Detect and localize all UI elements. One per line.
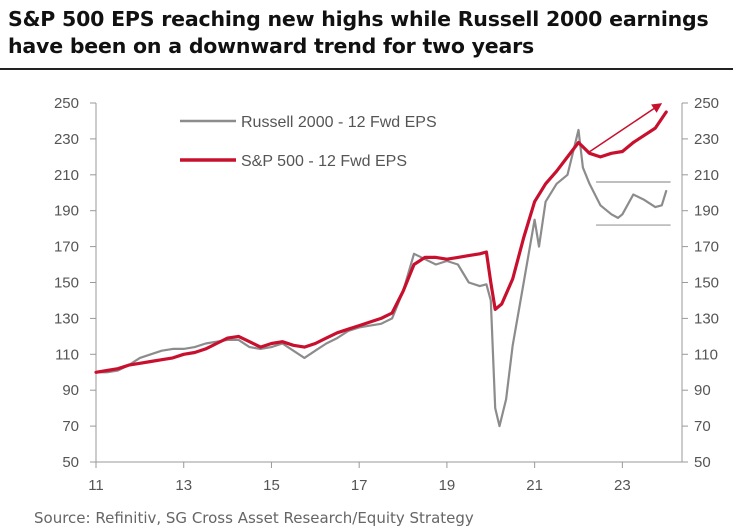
chart-title: S&P 500 EPS reaching new highs while Rus… [8,6,728,60]
series-lines [94,110,668,428]
trend-up-arrow [586,103,663,154]
y-tick-label-left: 170 [54,239,79,256]
plot-area-background [28,78,733,498]
y-tick-label-left: 250 [54,95,79,112]
x-tick-label: 23 [614,477,631,494]
title-divider [0,68,733,70]
y-tick-label-left: 210 [54,167,79,184]
legend-russell-label: Russell 2000 - 12 Fwd EPS [241,114,437,131]
y-tick-label-left: 230 [54,131,79,148]
y-tick-label-right: 170 [694,239,719,256]
y-tick-label-right: 110 [694,346,718,363]
x-tick-label: 21 [526,477,543,494]
y-tick-label-left: 110 [55,346,79,363]
y-tick-label-right: 250 [694,95,719,112]
y-tick-label-right: 130 [694,310,719,327]
x-tick-label: 13 [175,477,192,494]
legend-sp500-label: S&P 500 - 12 Fwd EPS [241,153,407,170]
annotations [586,103,671,226]
axes: 50 50 70 70 90 90 110 110 130 130 150 150 170 170 190 1… [54,95,719,494]
y-tick-label-left: 190 [54,203,79,220]
y-tick-label-right: 50 [694,454,711,471]
x-tick-label: 11 [88,477,104,494]
y-tick-label-left: 130 [54,310,79,327]
y-tick-label-right: 210 [694,167,719,184]
x-tick-label: 15 [263,477,280,494]
x-tick-label: 19 [439,477,456,494]
title-line-1: S&P 500 EPS reaching new highs while Rus… [8,7,709,31]
legend: Russell 2000 - 12 Fwd EPS S&P 500 - 12 Fw… [180,114,437,170]
y-tick-label-right: 150 [694,275,719,292]
y-tick-label-right: 190 [694,203,719,220]
sp500-line [94,110,668,374]
y-tick-label-right: 70 [694,418,711,435]
y-tick-label-left: 50 [62,454,79,471]
title-line-2: have been on a downward trend for two ye… [8,34,535,58]
y-tick-label-right: 230 [694,131,719,148]
y-tick-label-left: 150 [54,275,79,292]
x-tick-label: 17 [351,477,368,494]
source-note: Source: Refinitiv, SG Cross Asset Resear… [34,509,474,527]
y-tick-label-right: 90 [694,382,711,399]
y-tick-label-left: 90 [62,382,79,399]
y-tick-label-left: 70 [62,418,79,435]
russell-2000-line [94,128,668,428]
